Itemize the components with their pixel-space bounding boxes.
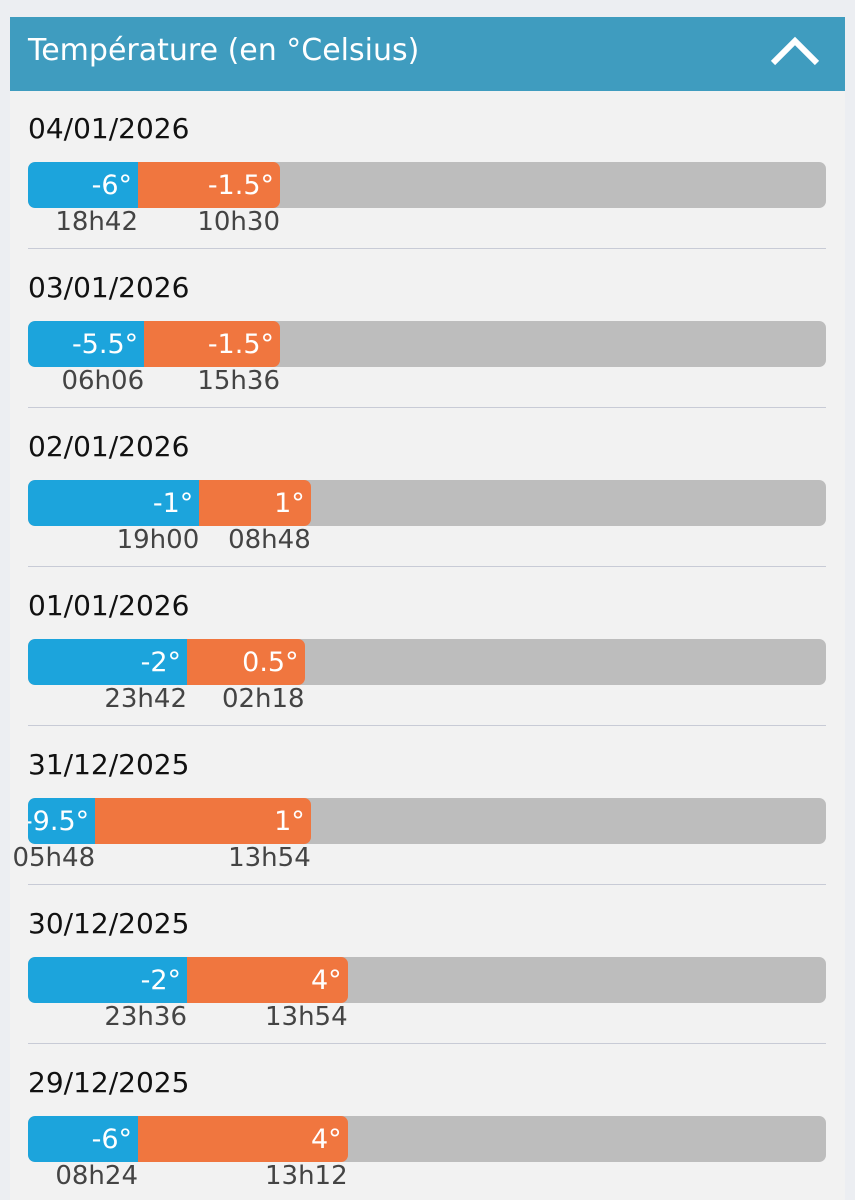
- max-time: 02h18: [221, 684, 305, 714]
- max-segment: [130, 162, 280, 208]
- temperature-bar: -9.5° 1°: [28, 798, 826, 844]
- temperature-panel: Température (en °Celsius) 04/01/2026 -6° -…: [10, 17, 845, 1200]
- max-label: 0.5°: [242, 647, 299, 678]
- max-segment: [179, 639, 305, 685]
- temperature-bar: -1° 1°: [28, 480, 826, 526]
- min-segment: [28, 1116, 138, 1162]
- max-segment: [191, 480, 311, 526]
- max-label: -1.5°: [207, 170, 274, 201]
- min-time: 05h48: [12, 843, 96, 873]
- min-label: -1°: [152, 488, 194, 519]
- min-time: 23h42: [104, 684, 187, 714]
- separator: [28, 407, 826, 408]
- min-label: -9.5°: [28, 806, 90, 837]
- min-segment: [28, 798, 96, 844]
- max-time: 13h54: [264, 1002, 348, 1032]
- separator: [28, 566, 826, 567]
- day-row: 03/01/2026 -5.5° -1.5° 06h06 15h36: [10, 176, 845, 408]
- separator: [28, 248, 826, 249]
- temperature-bar: -5.5° -1.5°: [28, 321, 826, 367]
- temperature-bar: -2° 0.5°: [28, 639, 826, 685]
- max-label: 4°: [310, 1124, 342, 1155]
- separator: [28, 884, 826, 885]
- day-row: 02/01/2026 -1° 1° 19h00 08h48: [10, 335, 845, 567]
- date: 29/12/2025: [28, 1066, 190, 1099]
- date: 04/01/2026: [28, 112, 190, 145]
- min-segment: [28, 480, 200, 526]
- day-row: 30/12/2025 -2° 4° 23h36 13h54: [10, 812, 845, 1044]
- temperature-bar: -2° 4°: [28, 957, 826, 1003]
- max-time: 10h30: [197, 207, 280, 237]
- separator: [28, 1043, 826, 1044]
- date: 30/12/2025: [28, 907, 190, 940]
- max-label: 1°: [274, 488, 305, 519]
- date: 01/01/2026: [28, 589, 190, 622]
- max-segment: [179, 957, 348, 1003]
- max-segment: [130, 1116, 348, 1162]
- date: 31/12/2025: [28, 748, 190, 781]
- min-label: -5.5°: [71, 329, 139, 360]
- min-label: -6°: [91, 1124, 132, 1155]
- day-row: 04/01/2026 -6° -1.5° 18h42 10h30: [10, 17, 845, 249]
- temperature-bar: -6° -1.5°: [28, 162, 826, 208]
- min-label: -2°: [140, 647, 181, 678]
- min-label: -2°: [140, 965, 181, 996]
- min-time: 06h06: [61, 366, 145, 396]
- day-row: 01/01/2026 -2° 0.5° 23h42 02h18: [10, 494, 845, 726]
- date: 03/01/2026: [28, 271, 190, 304]
- min-time: 18h42: [55, 207, 138, 237]
- max-label: 1°: [274, 806, 305, 837]
- min-segment: [28, 162, 138, 208]
- day-row: 31/12/2025 -9.5° 1° 05h48 13h54: [10, 653, 845, 885]
- min-segment: [28, 639, 187, 685]
- temperature-bar: -6° 4°: [28, 1116, 826, 1162]
- min-time: 23h36: [104, 1002, 187, 1032]
- min-segment: [28, 957, 187, 1003]
- panel-title: Température (en °Celsius): [28, 33, 420, 68]
- max-segment: [136, 321, 280, 367]
- date: 02/01/2026: [28, 430, 190, 463]
- day-row: 29/12/2025 -6° 4° 08h24 13h12: [10, 971, 845, 1191]
- min-segment: [28, 321, 145, 367]
- max-time: 13h54: [228, 843, 311, 873]
- max-label: -1.5°: [207, 329, 274, 360]
- collapse-icon[interactable]: [769, 31, 821, 71]
- min-time: 19h00: [116, 525, 200, 555]
- min-label: -6°: [91, 170, 132, 201]
- max-time: 13h12: [264, 1161, 348, 1191]
- max-time: 08h48: [228, 525, 311, 555]
- max-segment: [87, 798, 311, 844]
- separator: [28, 725, 826, 726]
- max-label: 4°: [310, 965, 342, 996]
- min-time: 08h24: [55, 1161, 138, 1191]
- max-time: 15h36: [197, 366, 280, 396]
- panel-header[interactable]: Température (en °Celsius): [10, 17, 845, 91]
